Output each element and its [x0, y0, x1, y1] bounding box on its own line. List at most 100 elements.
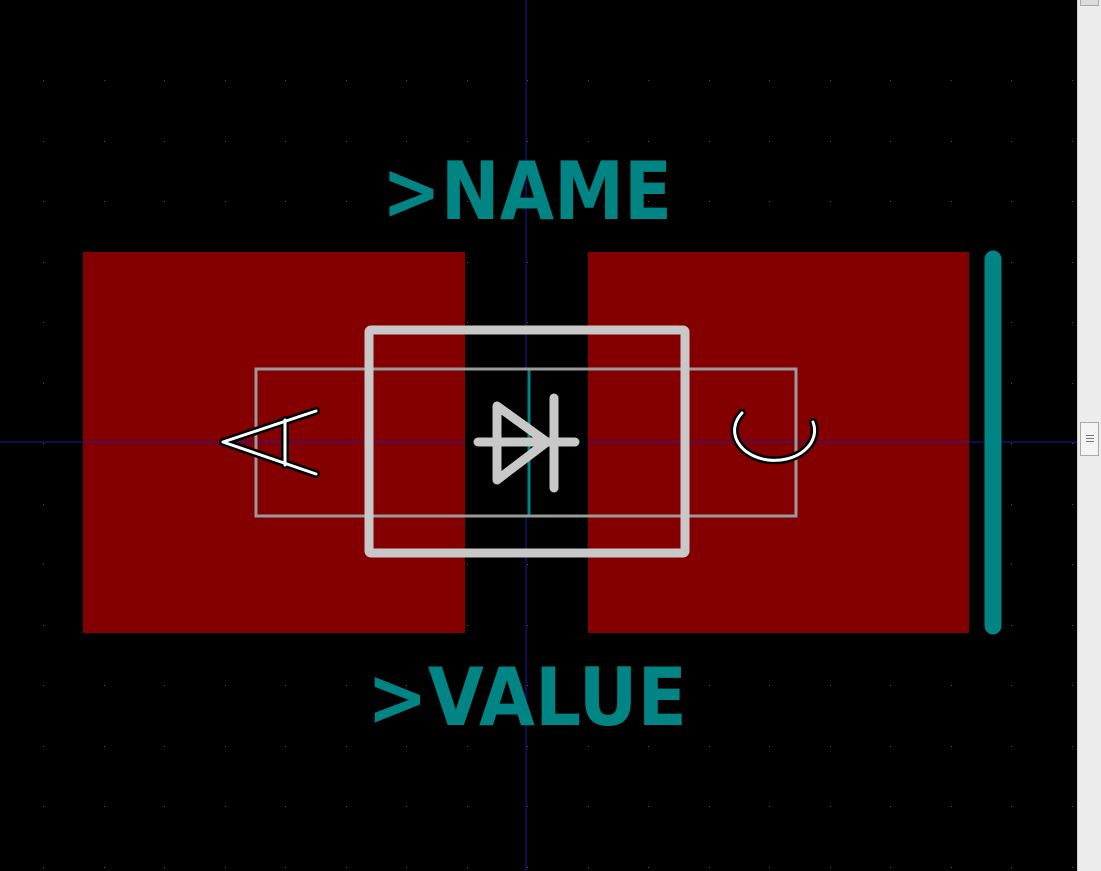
grid-dot	[406, 201, 407, 202]
grid-dot	[709, 141, 710, 142]
grid-dot	[709, 80, 710, 81]
grid-dot	[1011, 80, 1012, 81]
grid-dot	[890, 806, 891, 807]
grid-dot	[769, 80, 770, 81]
grid-dot	[588, 685, 589, 686]
grid-dot	[588, 806, 589, 807]
grid-dot	[1011, 322, 1012, 323]
grid-dot	[527, 685, 528, 686]
grid-dot	[43, 201, 44, 202]
grid-dot	[951, 867, 952, 868]
grid-dot	[709, 685, 710, 686]
pad-label-cathode	[730, 409, 819, 465]
grid-dot	[527, 564, 528, 565]
grid-dot	[830, 806, 831, 807]
grid-dot	[527, 867, 528, 868]
grid-dot	[1011, 201, 1012, 202]
grid-dot	[346, 201, 347, 202]
grid-dot	[104, 141, 105, 142]
grid-dot	[769, 746, 770, 747]
grid-dot	[467, 625, 468, 626]
grid-dot	[588, 867, 589, 868]
grid-dot	[1072, 383, 1073, 384]
grid-dot	[588, 80, 589, 81]
grid-dot	[285, 141, 286, 142]
grid-dot	[346, 806, 347, 807]
grid-dot	[769, 685, 770, 686]
grid-dot	[709, 746, 710, 747]
scroll-thumb[interactable]	[1080, 422, 1099, 456]
grid-dot	[830, 867, 831, 868]
grid-dot	[467, 685, 468, 686]
grid-dot	[285, 867, 286, 868]
grid-dot	[588, 201, 589, 202]
grid-dot	[588, 746, 589, 747]
value-reference-text[interactable]: >VALUE	[367, 651, 687, 744]
grid-dot	[225, 806, 226, 807]
grid-dot	[467, 262, 468, 263]
grid-dot	[164, 685, 165, 686]
grid-dot	[43, 322, 44, 323]
name-reference-text[interactable]: >NAME	[382, 145, 672, 238]
diode-icon	[473, 393, 580, 493]
grid-dot	[43, 746, 44, 747]
grid-dot	[527, 322, 528, 323]
grid-dot	[467, 322, 468, 323]
grid-dot	[1072, 625, 1073, 626]
grid-dot	[43, 504, 44, 505]
grid-dot	[346, 141, 347, 142]
grid-dot	[225, 141, 226, 142]
grid-dot	[830, 685, 831, 686]
grid-dot	[527, 806, 528, 807]
vertical-scrollbar[interactable]	[1077, 0, 1101, 871]
grid-dot	[104, 80, 105, 81]
grid-dot	[1011, 504, 1012, 505]
grid-dot	[1011, 746, 1012, 747]
grid-dot	[769, 201, 770, 202]
grid-dot	[43, 685, 44, 686]
grid-dot	[1072, 141, 1073, 142]
grid-dot	[648, 806, 649, 807]
grid-dot	[1072, 262, 1073, 263]
grid-dot	[164, 806, 165, 807]
grid-dot	[1011, 262, 1012, 263]
pcb-editor-canvas[interactable]: >NAME >VALUE	[0, 0, 1077, 871]
grid-dot	[769, 806, 770, 807]
grid-dot	[164, 746, 165, 747]
grid-dot	[1072, 746, 1073, 747]
grid-dot	[467, 746, 468, 747]
grid-dot	[951, 746, 952, 747]
grid-dot	[951, 806, 952, 807]
grid-dot	[346, 867, 347, 868]
grid-dot	[104, 201, 105, 202]
grid-dot	[104, 806, 105, 807]
grid-dot	[285, 685, 286, 686]
grid-dot	[346, 746, 347, 747]
grid-dot	[890, 867, 891, 868]
grid-dot	[1072, 806, 1073, 807]
grid-dot	[104, 746, 105, 747]
grid-dot	[1072, 322, 1073, 323]
grid-dot	[164, 141, 165, 142]
grid-dot	[527, 746, 528, 747]
grid-dot	[648, 201, 649, 202]
grid-dot	[285, 80, 286, 81]
scroll-up-button[interactable]	[1080, 0, 1099, 6]
grid-dot	[648, 867, 649, 868]
grid-dot	[951, 80, 952, 81]
grid-dot	[830, 80, 831, 81]
grid-dot	[467, 867, 468, 868]
grid-dot	[225, 746, 226, 747]
grid-dot	[709, 806, 710, 807]
grid-dot	[467, 564, 468, 565]
grid-dot	[43, 383, 44, 384]
grid-dot	[890, 201, 891, 202]
grid-dot	[709, 201, 710, 202]
grid-dot	[1072, 867, 1073, 868]
grid-dot	[1011, 383, 1012, 384]
grid-dot	[43, 806, 44, 807]
grid-dot	[406, 141, 407, 142]
grid-dot	[467, 141, 468, 142]
grid-dot	[43, 262, 44, 263]
grid-dot	[527, 201, 528, 202]
